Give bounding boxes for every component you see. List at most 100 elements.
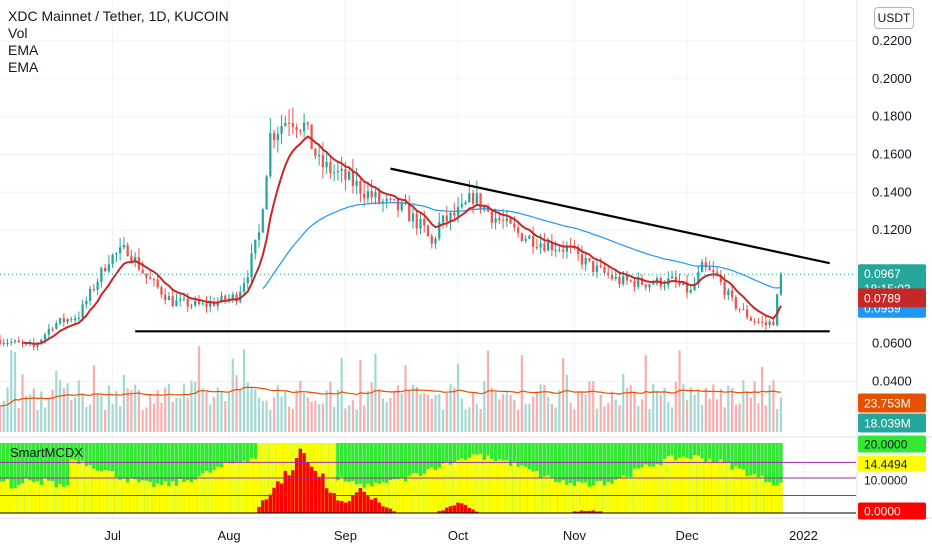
volume-bar xyxy=(43,407,47,432)
volume-bar xyxy=(6,387,9,432)
volume-bar xyxy=(629,384,632,432)
volume-bar xyxy=(494,391,497,432)
trendline[interactable] xyxy=(390,167,830,265)
mcdx-yellow-bar xyxy=(125,482,130,513)
volume-bar xyxy=(291,408,294,432)
mcdx-yellow-bar xyxy=(430,467,434,513)
volume-bar xyxy=(287,406,291,432)
mcdx-yellow-bar xyxy=(482,460,487,513)
candle-body xyxy=(471,193,475,204)
mcdx-yellow-bar xyxy=(685,457,689,513)
mcdx-red-bar xyxy=(381,506,385,513)
candle-body xyxy=(475,193,478,204)
mcdx-yellow-bar xyxy=(655,464,659,513)
candle-body xyxy=(130,256,133,262)
candle-body xyxy=(179,298,182,301)
mcdx-red-bar xyxy=(475,511,479,513)
volume-bar xyxy=(761,366,764,432)
volume-bar xyxy=(186,397,189,432)
mcdx-yellow-bar xyxy=(231,463,235,513)
candle-body xyxy=(201,303,204,305)
volume-bar xyxy=(404,364,407,432)
volume-bar xyxy=(396,385,400,432)
candle-body xyxy=(580,254,584,265)
volume-bar xyxy=(580,391,584,432)
volume-bar xyxy=(51,389,54,432)
candle-body xyxy=(182,298,186,300)
volume-bar xyxy=(62,388,65,432)
mcdx-red-bar xyxy=(392,511,396,513)
candle-body xyxy=(385,198,388,202)
volume-bar xyxy=(719,388,722,432)
price-tick-label: 0.1400 xyxy=(872,184,912,199)
candle-body xyxy=(531,235,535,247)
candle-body xyxy=(498,218,501,221)
volume-bar xyxy=(58,379,62,432)
volume-bar xyxy=(325,390,328,432)
volume-bar xyxy=(329,381,332,432)
mcdx-yellow-bar xyxy=(689,459,693,513)
volume-bar xyxy=(565,374,569,432)
candle-body xyxy=(430,236,433,244)
candle-body xyxy=(618,276,621,285)
volume-bar xyxy=(103,409,107,432)
currency-button[interactable]: USDT xyxy=(874,7,914,29)
volume-bar xyxy=(269,409,272,432)
candle-body xyxy=(464,202,467,205)
mcdx-yellow-bar xyxy=(674,460,678,513)
legend-ema-1[interactable]: EMA xyxy=(8,42,39,58)
mcdx-yellow-bar xyxy=(632,468,637,513)
candle-body xyxy=(216,301,219,306)
mcdx-yellow-bar xyxy=(715,462,719,513)
candle-body xyxy=(336,171,340,173)
mcdx-red-bar xyxy=(272,487,276,513)
mcdx-red-bar xyxy=(580,510,584,513)
price-axis[interactable]: 0.2200 0.2000 0.1800 0.1600 0.1400 0.1200 0.06… xyxy=(872,33,912,389)
mcdx-yellow-bar xyxy=(189,482,194,513)
mcdx-yellow-bar xyxy=(497,459,502,513)
candle-body xyxy=(776,294,779,326)
volume-bar xyxy=(280,396,283,432)
volume-bar xyxy=(693,394,696,432)
mcdx-yellow-bar xyxy=(501,460,505,513)
mcdx-tag-bg xyxy=(858,455,926,473)
candle-body xyxy=(73,318,77,321)
volume-bar xyxy=(265,400,268,432)
volume-bar xyxy=(340,357,343,432)
mcdx-yellow-bar xyxy=(557,482,562,513)
legend-vol[interactable]: Vol xyxy=(8,25,28,41)
mcdx-yellow-bar xyxy=(437,467,441,513)
candle-body xyxy=(81,304,84,318)
mcdx-red-bar xyxy=(261,500,265,513)
volume-bar xyxy=(152,403,156,432)
trendlines[interactable] xyxy=(135,167,830,333)
indicator-label[interactable]: SmartMCDX xyxy=(10,445,83,460)
candle-body xyxy=(501,220,505,222)
candle-body xyxy=(738,308,741,310)
volume-bar xyxy=(652,384,655,432)
candle-body xyxy=(17,340,20,343)
time-tick-label: Jul xyxy=(104,528,121,543)
volume-bar xyxy=(160,402,163,432)
mcdx-yellow-bar xyxy=(242,460,246,513)
mcdx-yellow-bar xyxy=(535,470,539,513)
mcdx-yellow-bar xyxy=(137,482,141,513)
mcdx-yellow-bar xyxy=(610,483,614,513)
candle-body xyxy=(562,249,565,252)
candle-body xyxy=(359,180,362,194)
candle-body xyxy=(490,211,493,223)
candle-body xyxy=(70,319,73,321)
mcdx-yellow-bar xyxy=(227,463,231,513)
legend-ema-2[interactable]: EMA xyxy=(8,59,39,75)
candle-body xyxy=(40,339,43,344)
volume-bar xyxy=(385,401,388,432)
volume-bar xyxy=(490,387,493,432)
mcdx-red-bar xyxy=(351,495,355,513)
time-axis[interactable]: Jul Aug Sep Oct Nov Dec 2022 xyxy=(104,528,818,543)
volume-bar xyxy=(738,403,741,432)
candle-body xyxy=(640,277,644,285)
volume-bar xyxy=(28,394,32,432)
mcdx-red-bar xyxy=(268,494,273,513)
mcdx-yellow-bar xyxy=(734,466,738,513)
